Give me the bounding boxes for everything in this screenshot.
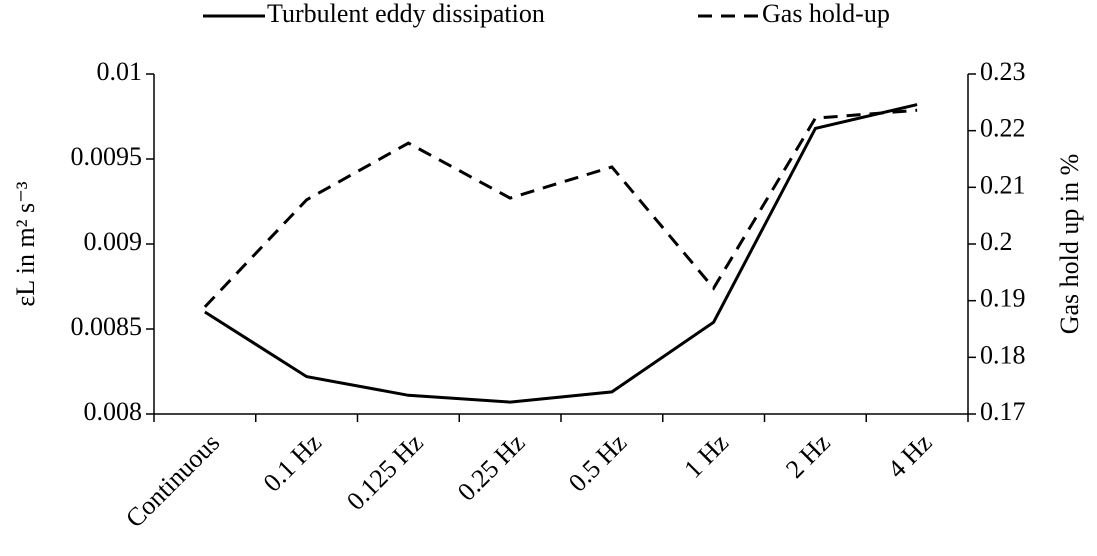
x-tick-label: 0.5 Hz xyxy=(563,428,633,498)
y2-tick-label: 0.18 xyxy=(980,340,1026,369)
x-tick-label: 2 Hz xyxy=(780,428,836,484)
x-tick-label: 0.25 Hz xyxy=(452,428,531,507)
y-axis-label: εL in m² s⁻³ xyxy=(11,181,40,306)
legend-label: Turbulent eddy dissipation xyxy=(267,0,545,28)
x-tick-label: 0.125 Hz xyxy=(341,428,429,516)
y2-tick-label: 0.23 xyxy=(980,57,1026,86)
y2-tick-label: 0.17 xyxy=(980,397,1026,426)
x-tick-label: 0.1 Hz xyxy=(258,428,328,498)
y2-tick-label: 0.19 xyxy=(980,284,1026,313)
y-tick-label: 0.0085 xyxy=(71,312,143,341)
data-line xyxy=(204,103,918,404)
x-tick-label: Continuous xyxy=(120,428,225,533)
y2-tick-label: 0.21 xyxy=(980,170,1026,199)
y-tick-label: 0.009 xyxy=(84,227,143,256)
y-tick-label: 0.01 xyxy=(97,57,143,86)
y2-axis-label: Gas hold up in % xyxy=(1055,154,1084,335)
x-tick-label: 1 Hz xyxy=(678,428,734,484)
y-tick-label: 0.008 xyxy=(84,397,143,426)
y-tick-label: 0.0095 xyxy=(71,142,143,171)
legend-label: Gas hold-up xyxy=(762,0,890,28)
y2-tick-label: 0.2 xyxy=(980,227,1013,256)
data-line xyxy=(203,108,918,308)
x-tick-label: 4 Hz xyxy=(882,428,938,484)
y2-tick-label: 0.22 xyxy=(980,114,1026,143)
